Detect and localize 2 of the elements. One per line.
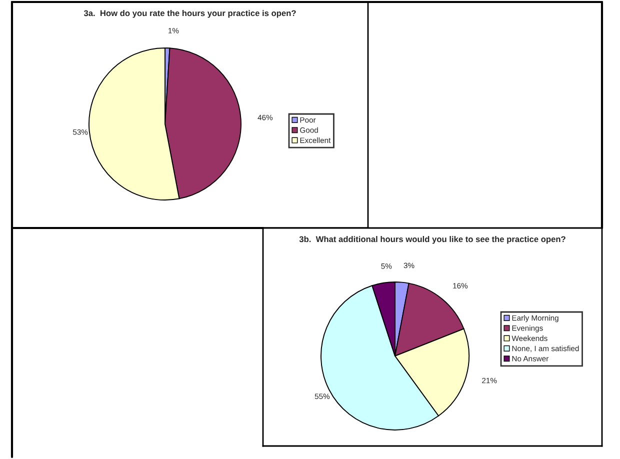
chart-title: 3b. What additional hours would you like to see the practice open? xyxy=(299,236,566,244)
chart-title: 3a. How do you rate the hours your practice is open? xyxy=(84,10,296,18)
